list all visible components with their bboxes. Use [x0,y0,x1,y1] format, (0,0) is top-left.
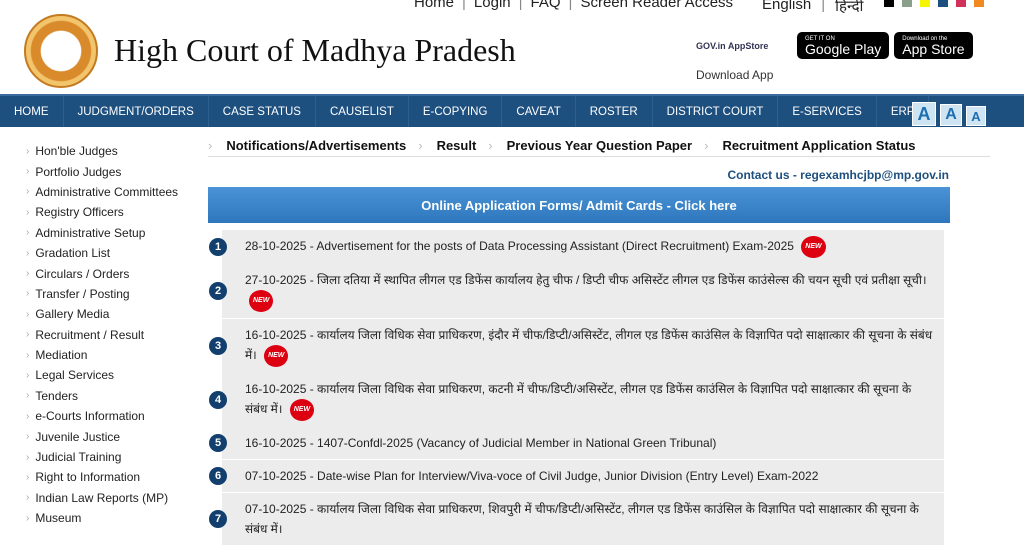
sidebar-item[interactable]: Registry Officers [26,202,178,222]
sidebar-item[interactable]: Circulars / Orders [26,263,178,283]
item-number-badge: 3 [209,337,227,355]
sidebar-item[interactable]: Judicial Training [26,447,178,467]
online-application-banner[interactable]: Online Application Forms/ Admit Cards - … [208,187,950,223]
sidebar-item[interactable]: Indian Law Reports (MP) [26,488,178,508]
notification-item[interactable]: 7 07-10-2025 - कार्यालय जिला विधिक सेवा प… [209,493,944,545]
google-play-small: GET IT ON [805,35,835,42]
english-link[interactable]: English [762,0,812,13]
theme-black[interactable] [884,0,894,7]
faq-link[interactable]: FAQ [530,0,561,11]
sidebar-item[interactable]: Administrative Setup [26,223,178,243]
new-badge-icon: NEW [249,290,274,312]
item-text-content: 28-10-2025 - Advertisement for the posts… [245,239,794,254]
app-store-small: Download on the [902,35,948,42]
screen-reader-link[interactable]: Screen Reader Access [580,0,734,11]
tab-notifications[interactable]: Notifications/Advertisements [208,138,418,153]
sidebar: Hon'ble JudgesPortfolio JudgesAdministra… [26,141,178,528]
sidebar-item[interactable]: e-Courts Information [26,406,178,426]
notification-item[interactable]: 3 16-10-2025 - कार्यालय जिला विधिक सेवा प… [209,319,944,373]
new-badge-icon: NEW [264,345,289,367]
login-link[interactable]: Login [473,0,511,11]
google-play-label: Google Play [805,40,882,57]
item-text-content: 16-10-2025 - कार्यालय जिला विधिक सेवा प्… [245,328,933,363]
theme-blue[interactable] [938,0,948,7]
item-number-badge: 1 [209,238,227,256]
sidebar-item[interactable]: Juvenile Justice [26,426,178,446]
notification-item[interactable]: 5 16-10-2025 - 1407-Confdl-2025 (Vacancy … [209,427,944,459]
item-number-badge: 4 [209,391,227,409]
language-switcher: English | हिन्दी [762,0,863,16]
sidebar-item[interactable]: Recruitment / Result [26,325,178,345]
item-text[interactable]: 28-10-2025 - Advertisement for the posts… [245,236,826,258]
item-text[interactable]: 16-10-2025 - 1407-Confdl-2025 (Vacancy o… [245,433,716,453]
item-number-badge: 6 [209,467,227,485]
nav-home[interactable]: HOME [0,96,64,127]
site-title: High Court of Madhya Pradesh [114,32,516,68]
court-emblem-logo[interactable] [24,14,98,88]
tab-previous-papers[interactable]: Previous Year Question Paper [488,138,704,153]
item-text-content: 16-10-2025 - कार्यालय जिला विधिक सेवा प्… [245,382,912,417]
sidebar-item[interactable]: Gallery Media [26,304,178,324]
new-badge-icon: NEW [801,236,826,258]
nav-roster[interactable]: ROSTER [576,96,653,127]
tab-result[interactable]: Result [418,138,488,153]
nav-causelist[interactable]: CAUSELIST [316,96,409,127]
font-size-controls: A A A [912,102,986,126]
sidebar-item[interactable]: Gradation List [26,243,178,263]
new-badge-icon: NEW [289,399,315,421]
sidebar-item[interactable]: Transfer / Posting [26,284,178,304]
sidebar-item[interactable]: Museum [26,508,178,528]
download-app-label: Download App [696,68,774,82]
sidebar-item[interactable]: Legal Services [26,365,178,385]
theme-orange[interactable] [974,0,984,7]
tab-application-status[interactable]: Recruitment Application Status [704,138,927,153]
tabs: Notifications/Advertisements Result Prev… [208,135,990,157]
sidebar-item[interactable]: Administrative Committees [26,182,178,202]
font-normal-button[interactable]: A [940,104,962,126]
item-text[interactable]: 07-10-2025 - कार्यालय जिला विधिक सेवा प्… [245,499,936,539]
notification-item[interactable]: 2 27-10-2025 - जिला दतिया में स्थापित लीग… [209,264,944,318]
sidebar-item[interactable]: Hon'ble Judges [26,141,178,161]
item-text[interactable]: 16-10-2025 - कार्यालय जिला विधिक सेवा प्… [245,325,936,367]
item-text[interactable]: 27-10-2025 - जिला दतिया में स्थापित लीगल… [245,270,936,312]
item-number-badge: 7 [209,510,227,528]
item-text-content: 27-10-2025 - जिला दतिया में स्थापित लीगल… [245,273,927,287]
notification-item[interactable]: 1 28-10-2025 - Advertisement for the post… [209,230,944,264]
nav-case-status[interactable]: CASE STATUS [209,96,316,127]
font-decrease-button[interactable]: A [966,106,986,126]
notification-item[interactable]: 6 07-10-2025 - Date-wise Plan for Intervi… [209,460,944,492]
font-increase-button[interactable]: A [912,102,936,126]
top-links: Home | Login | FAQ | Screen Reader Access [414,0,733,11]
nav-district-court[interactable]: DISTRICT COURT [653,96,779,127]
item-text-content: 16-10-2025 - 1407-Confdl-2025 (Vacancy o… [245,436,717,450]
app-links: GOV.in AppStore GET IT ON Google Play Dow… [696,32,973,59]
nav-e-services[interactable]: E-SERVICES [778,96,877,127]
nav-caveat[interactable]: CAVEAT [502,96,576,127]
theme-pink[interactable] [956,0,966,7]
app-store-label: App Store [902,40,965,57]
main-nav: HOME JUDGMENT/ORDERS CASE STATUS CAUSELI… [0,94,1024,127]
notification-item[interactable]: 4 16-10-2025 - कार्यालय जिला विधिक सेवा प… [209,373,944,427]
item-text[interactable]: 07-10-2025 - Date-wise Plan for Intervie… [245,466,818,486]
gov-appstore-link[interactable]: GOV.in AppStore [696,40,769,51]
sidebar-item[interactable]: Tenders [26,386,178,406]
sidebar-item[interactable]: Mediation [26,345,178,365]
nav-judgment-orders[interactable]: JUDGMENT/ORDERS [64,96,209,127]
item-text[interactable]: 16-10-2025 - कार्यालय जिला विधिक सेवा प्… [245,379,936,421]
theme-green[interactable] [902,0,912,7]
theme-yellow[interactable] [920,0,930,7]
nav-e-copying[interactable]: E-COPYING [409,96,503,127]
theme-swatches [884,0,984,7]
contact-email-link[interactable]: Contact us - regexamhcjbp@mp.gov.in [727,168,949,182]
item-text-content: 07-10-2025 - कार्यालय जिला विधिक सेवा प्… [245,502,919,536]
sidebar-item[interactable]: Right to Information [26,467,178,487]
item-number-badge: 5 [209,434,227,452]
sidebar-item[interactable]: Portfolio Judges [26,161,178,181]
app-store-button[interactable]: Download on the App Store [894,32,973,59]
item-text-content: 07-10-2025 - Date-wise Plan for Intervie… [245,469,819,483]
google-play-button[interactable]: GET IT ON Google Play [797,32,890,59]
hindi-link[interactable]: हिन्दी [835,0,864,15]
item-number-badge: 2 [209,282,227,300]
home-link[interactable]: Home [414,0,455,11]
